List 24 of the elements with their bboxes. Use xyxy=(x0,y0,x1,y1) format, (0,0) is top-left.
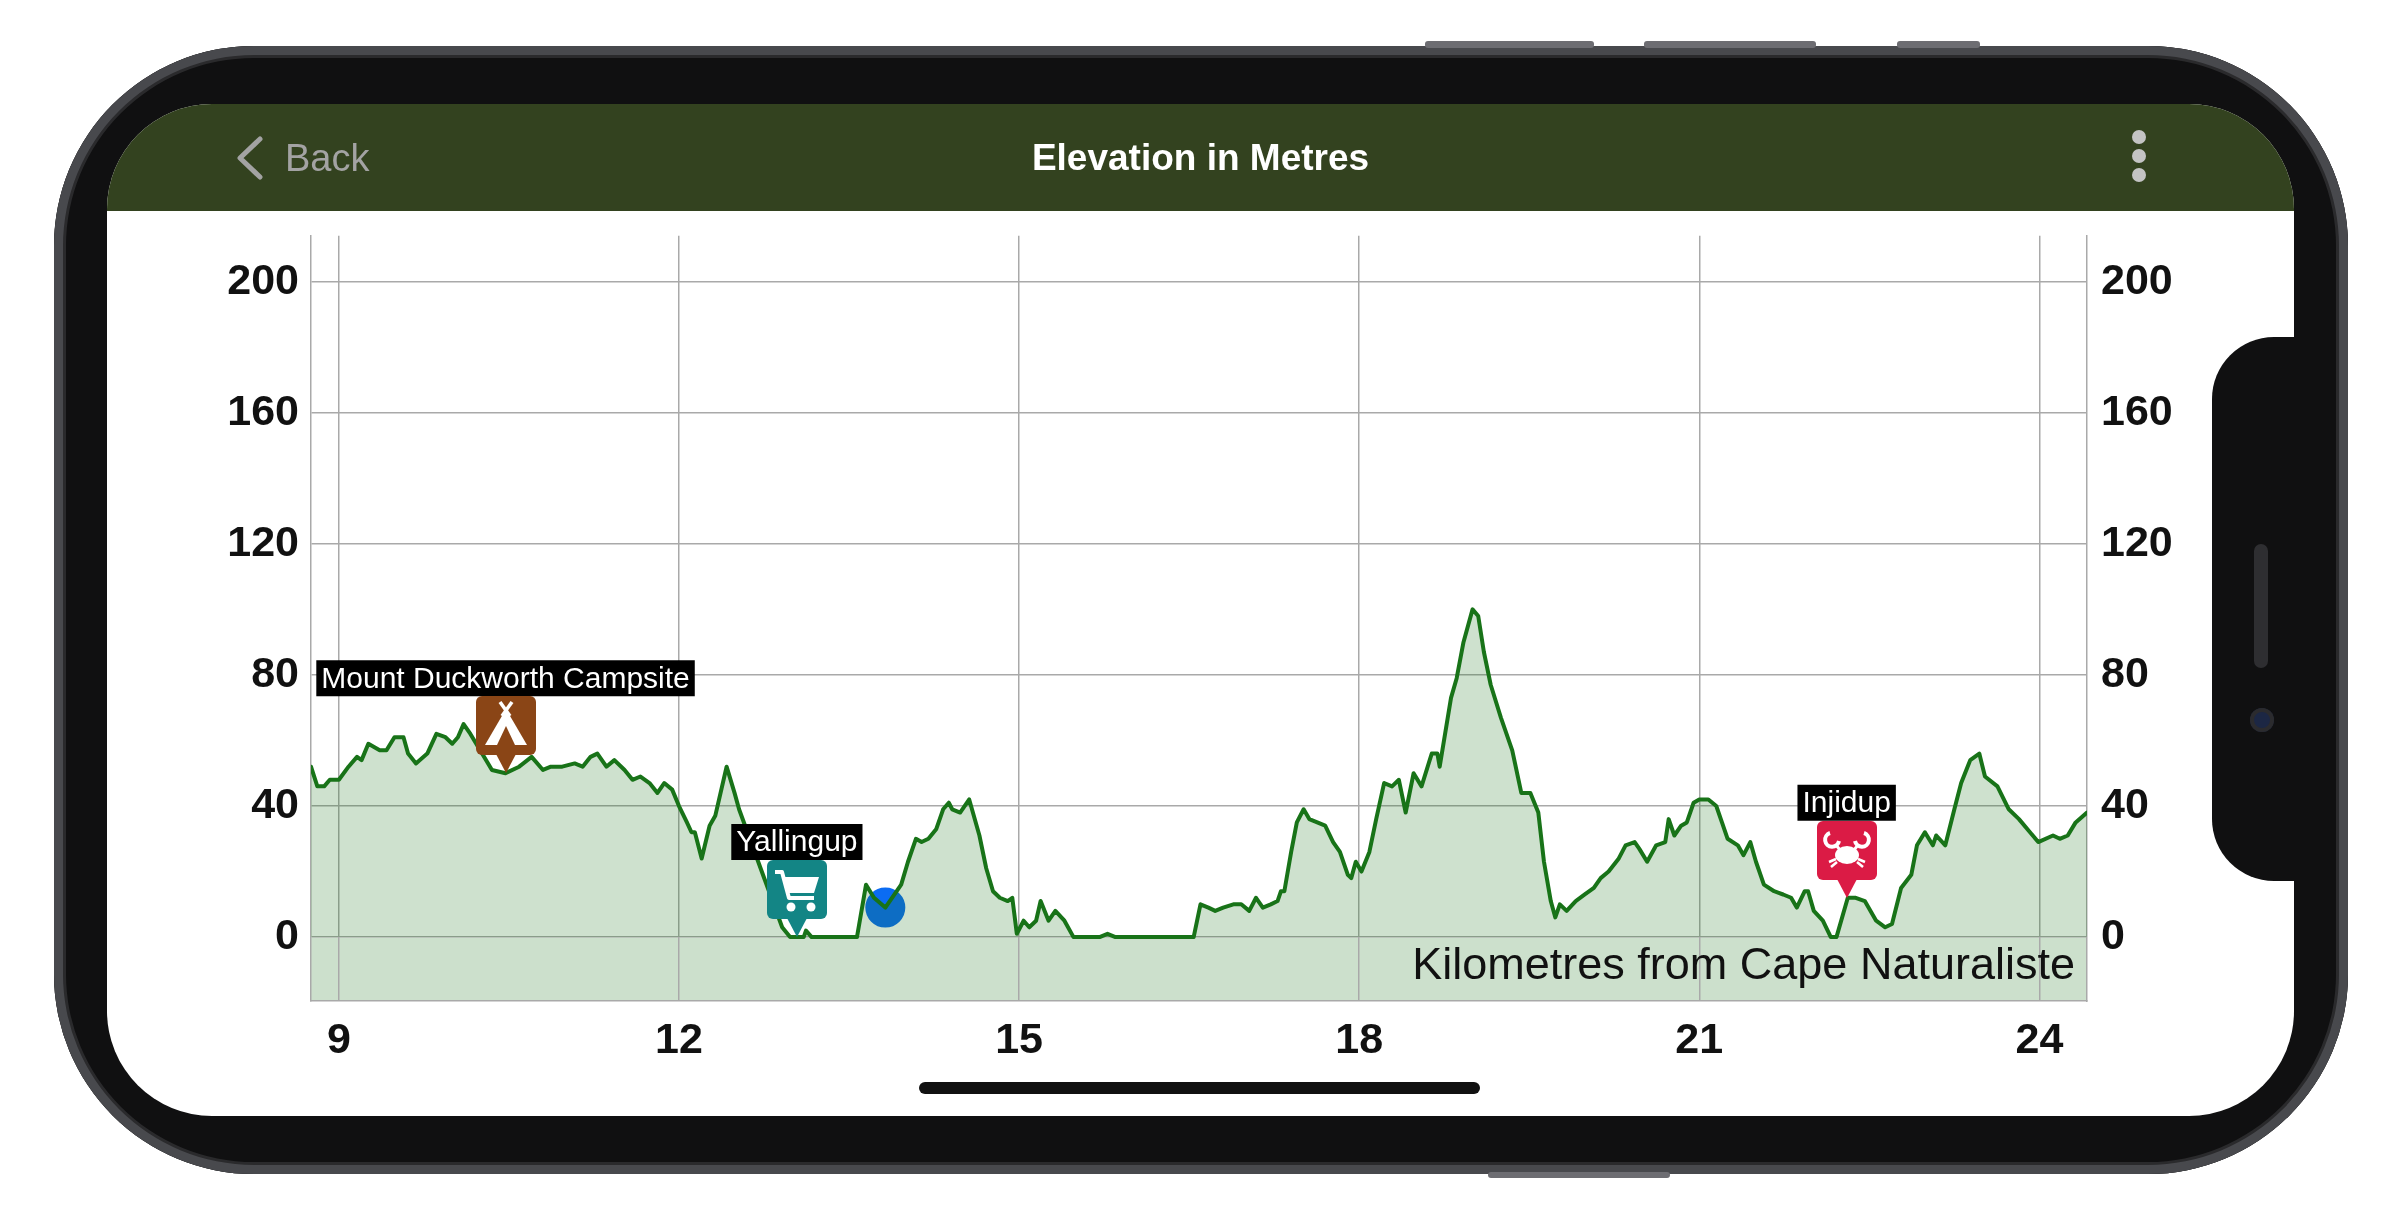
x-tick-label: 21 xyxy=(1675,1013,1724,1062)
x-tick-label: 18 xyxy=(1335,1013,1384,1062)
y-tick-label: 0 xyxy=(275,909,299,958)
x-tick-label: 15 xyxy=(995,1013,1044,1062)
y2-tick-label: 40 xyxy=(2101,778,2149,827)
annotation: Mount Duckworth Campsite xyxy=(321,660,690,694)
text: Back xyxy=(285,136,370,180)
y2-tick-label: 200 xyxy=(2101,254,2173,303)
x-tick-label: 12 xyxy=(655,1013,703,1062)
y2-tick-label: 80 xyxy=(2101,647,2149,696)
y2-tick-label: 120 xyxy=(2101,516,2173,565)
chart-title: Elevation in Metres xyxy=(1031,137,1370,179)
y-tick-label: 200 xyxy=(227,254,299,303)
y2-tick-label: 160 xyxy=(2101,385,2173,434)
y-tick-label: 120 xyxy=(227,516,299,565)
y-tick-label: 40 xyxy=(251,778,299,827)
x-tick-label: 24 xyxy=(2015,1013,2064,1062)
y-tick-label: 160 xyxy=(227,385,299,434)
annotation: Yallingup xyxy=(736,824,858,858)
y-tick-label: 80 xyxy=(251,647,299,696)
x-tick-label: 9 xyxy=(326,1013,351,1062)
y2-tick-label: 0 xyxy=(2101,909,2125,958)
x-axis-title: Kilometres from Cape Naturaliste xyxy=(1412,938,2075,989)
annotation: Injidup xyxy=(1802,785,1891,819)
